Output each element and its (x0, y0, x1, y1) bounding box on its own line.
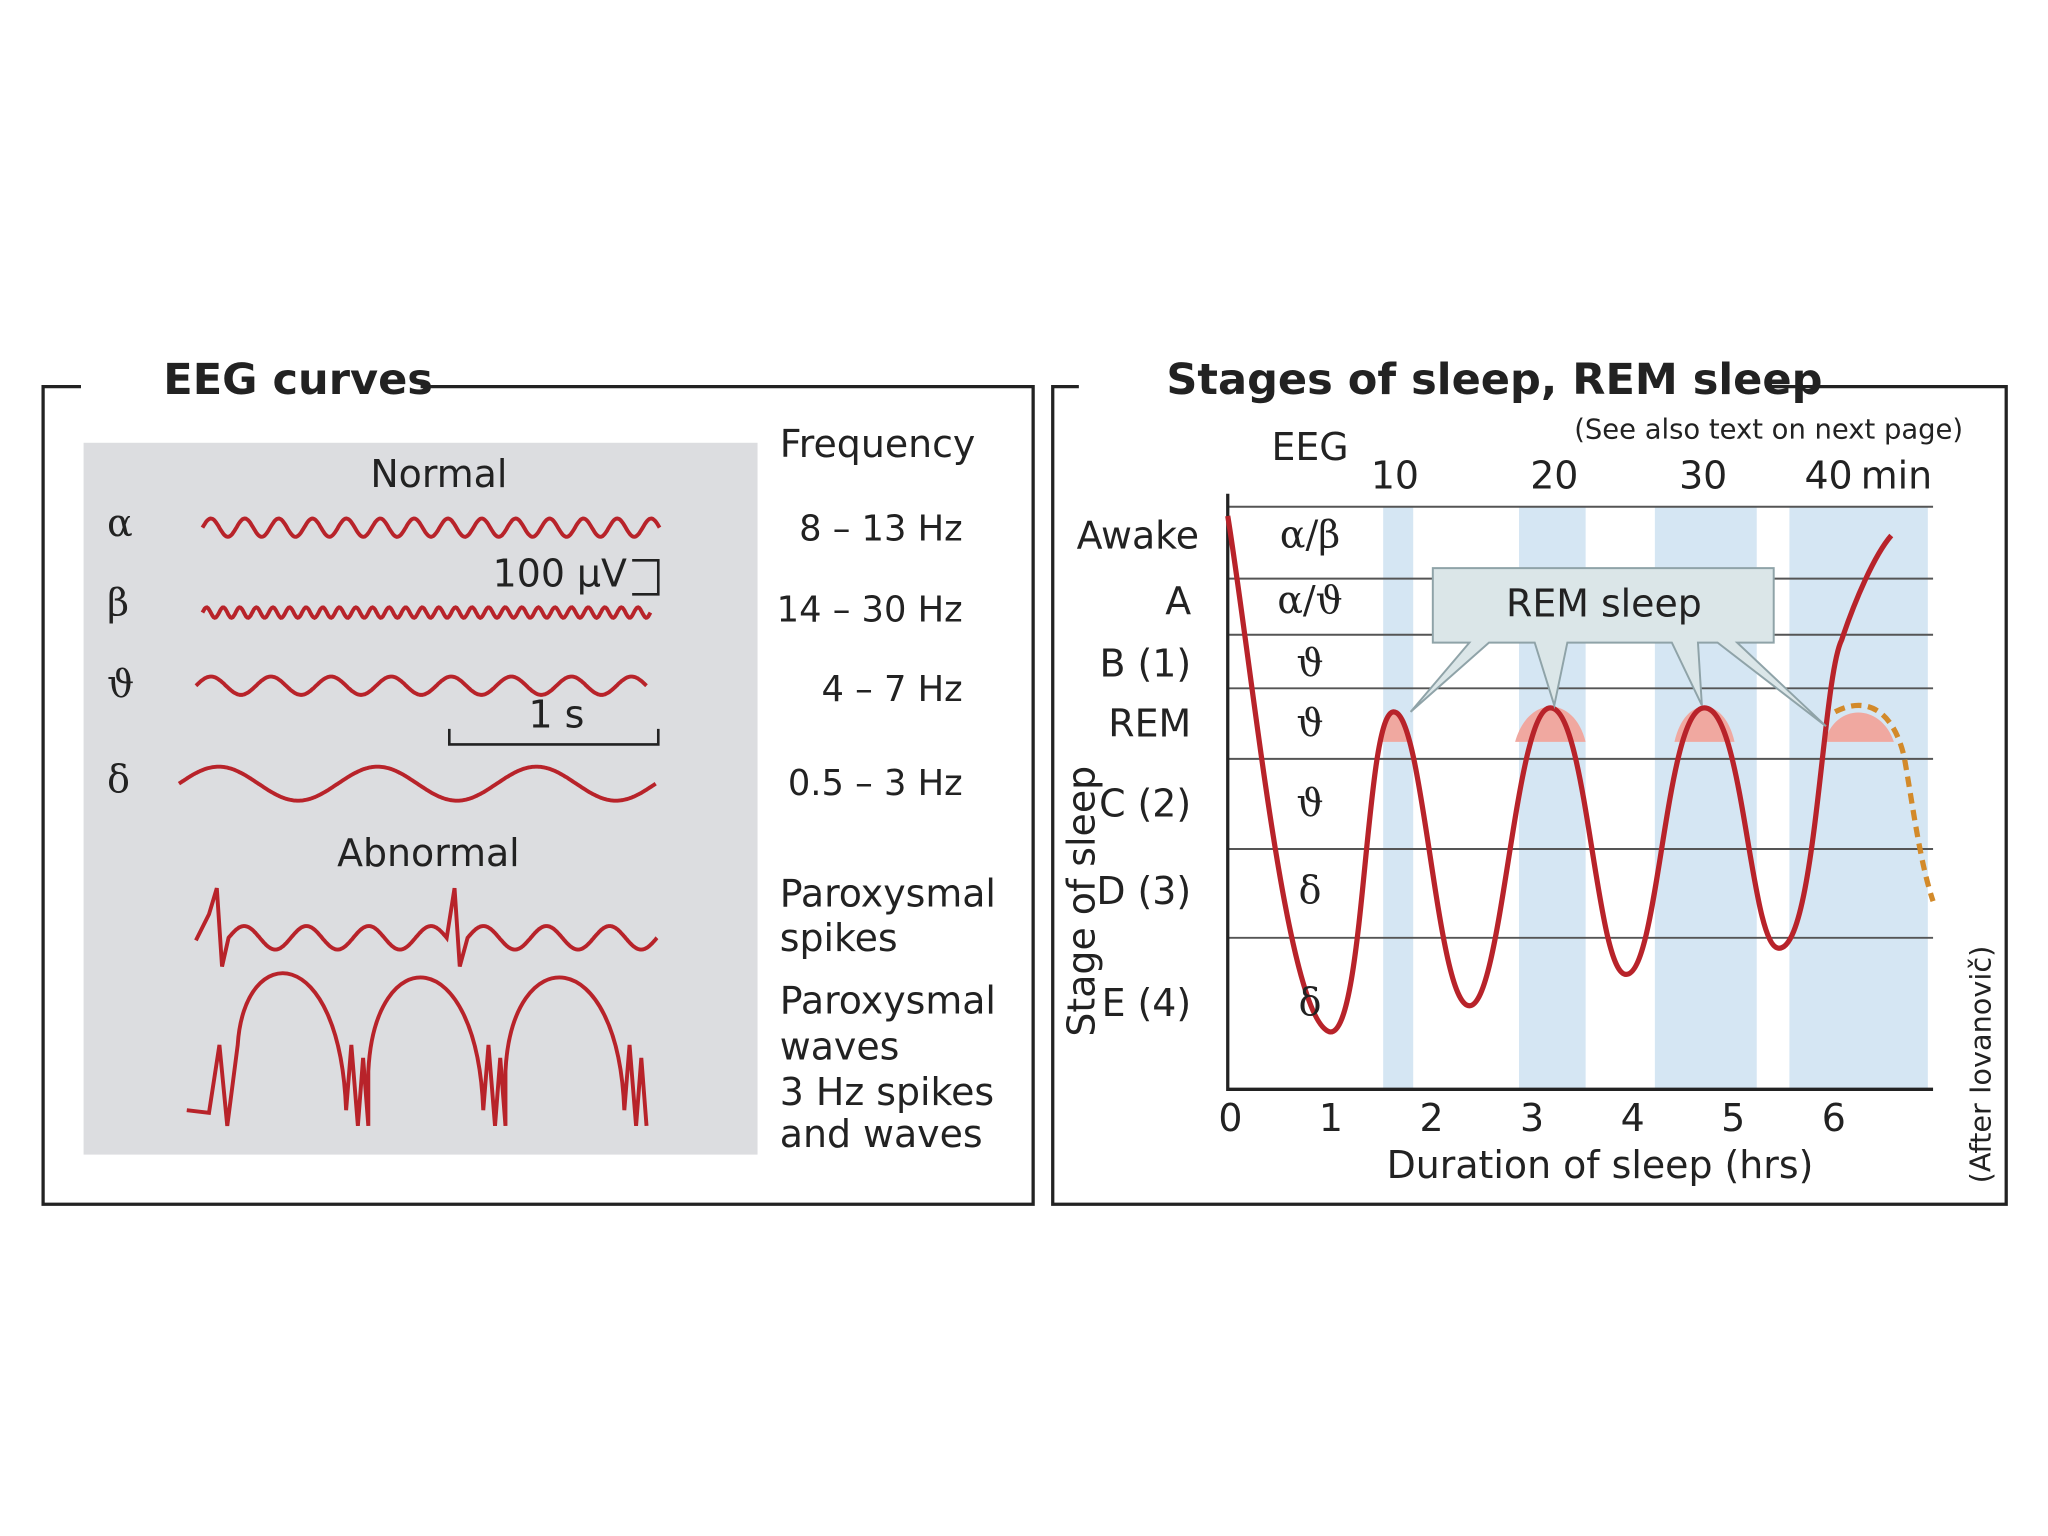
abnormal-text: and waves (780, 1112, 983, 1156)
minute-tick: 30 (1679, 454, 1727, 498)
stage-eeg: ϑ (1297, 701, 1324, 745)
wave-symbol: α (107, 501, 133, 545)
abnormal-text: Paroxysmal (780, 872, 996, 916)
stage-name: REM (1108, 702, 1191, 746)
y-label: Stage of sleep (1060, 766, 1104, 1037)
x-tick: 4 (1621, 1096, 1645, 1140)
left-frame (41, 384, 1035, 1206)
wave-frequency: 4 – 7 Hz (822, 669, 963, 710)
stage-eeg: α/ϑ (1277, 578, 1342, 622)
abnormal-text: waves (780, 1024, 900, 1068)
abnormal-label: Abnormal (337, 831, 520, 875)
note: (See also text on next page) (1574, 415, 1963, 446)
x-tick: 0 (1218, 1096, 1242, 1140)
minute-tick: 20 (1530, 454, 1578, 498)
alpha-wave (200, 516, 662, 539)
wave-frequency: 14 – 30 Hz (777, 589, 963, 630)
stage-labels: Awake α/β A α/ϑ B (1) ϑ REM ϑ C (2) ϑ D (3) δ E (4) δ… (1077, 454, 1853, 1141)
time-scale: 1 s (528, 693, 584, 737)
abnormal-text: 3 Hz spikes (780, 1070, 994, 1114)
wave-symbol: β (107, 581, 129, 625)
stage-eeg: α/β (1280, 513, 1340, 557)
minute-tick: 40 (1804, 454, 1852, 498)
wave-frequency: 0.5 – 3 Hz (788, 763, 963, 804)
wave-symbol: δ (107, 757, 130, 801)
normal-label: Normal (370, 452, 507, 496)
frequency-header: Frequency (780, 422, 976, 466)
right-frame (1051, 384, 2008, 1206)
stage-eeg: δ (1299, 868, 1322, 912)
x-tick: 6 (1822, 1096, 1846, 1140)
axes (1226, 493, 1934, 1091)
rem-band (1383, 506, 1414, 1090)
stage-eeg: ϑ (1297, 780, 1324, 824)
theta-wave (194, 674, 648, 697)
stage-name: A (1165, 579, 1191, 623)
stage-eeg: ϑ (1297, 641, 1324, 685)
delta-wave (177, 764, 657, 803)
wave-frequency: 8 – 13 Hz (799, 508, 963, 549)
beta-wave (200, 605, 653, 620)
x-tick: 5 (1721, 1096, 1745, 1140)
wave-background (83, 442, 758, 1155)
abnormal-text: spikes (780, 916, 898, 960)
stage-name: C (2) (1099, 781, 1191, 825)
abnormal-text: Paroxysmal (780, 979, 996, 1023)
x-label: Duration of sleep (hrs) (1387, 1143, 1814, 1187)
time-bracket (447, 728, 660, 746)
x-tick: 1 (1319, 1096, 1343, 1140)
left-title: EEG curves (163, 355, 433, 405)
wave-symbol: ϑ (107, 662, 134, 706)
stage-name: B (1) (1100, 642, 1192, 686)
amplitude-bracket (632, 559, 660, 596)
right-title: Stages of sleep, REM sleep (1166, 355, 1822, 405)
minute-tick: 10 (1371, 454, 1419, 498)
x-tick: 3 (1520, 1096, 1544, 1140)
spike-wave (194, 887, 659, 968)
rem-label: REM sleep (1506, 582, 1702, 626)
eeg-header: EEG (1271, 425, 1348, 469)
rem-callout (1409, 567, 1827, 727)
stage-name: Awake (1077, 514, 1199, 558)
sleep-curve (1225, 515, 1894, 1035)
amplitude-scale: 100 µV (493, 552, 627, 596)
rem-band (1789, 506, 1928, 1090)
eeg-waves (177, 516, 662, 1127)
credit: (After Iovanovič) (1964, 946, 1998, 1184)
spike-and-wave (186, 971, 649, 1127)
x-tick: 2 (1419, 1096, 1443, 1140)
stage-name: D (3) (1096, 869, 1191, 913)
projected-curve (1833, 702, 1936, 903)
stage-eeg: δ (1299, 980, 1322, 1024)
stage-name: E (4) (1102, 981, 1192, 1025)
minute-unit: min (1861, 454, 1932, 498)
